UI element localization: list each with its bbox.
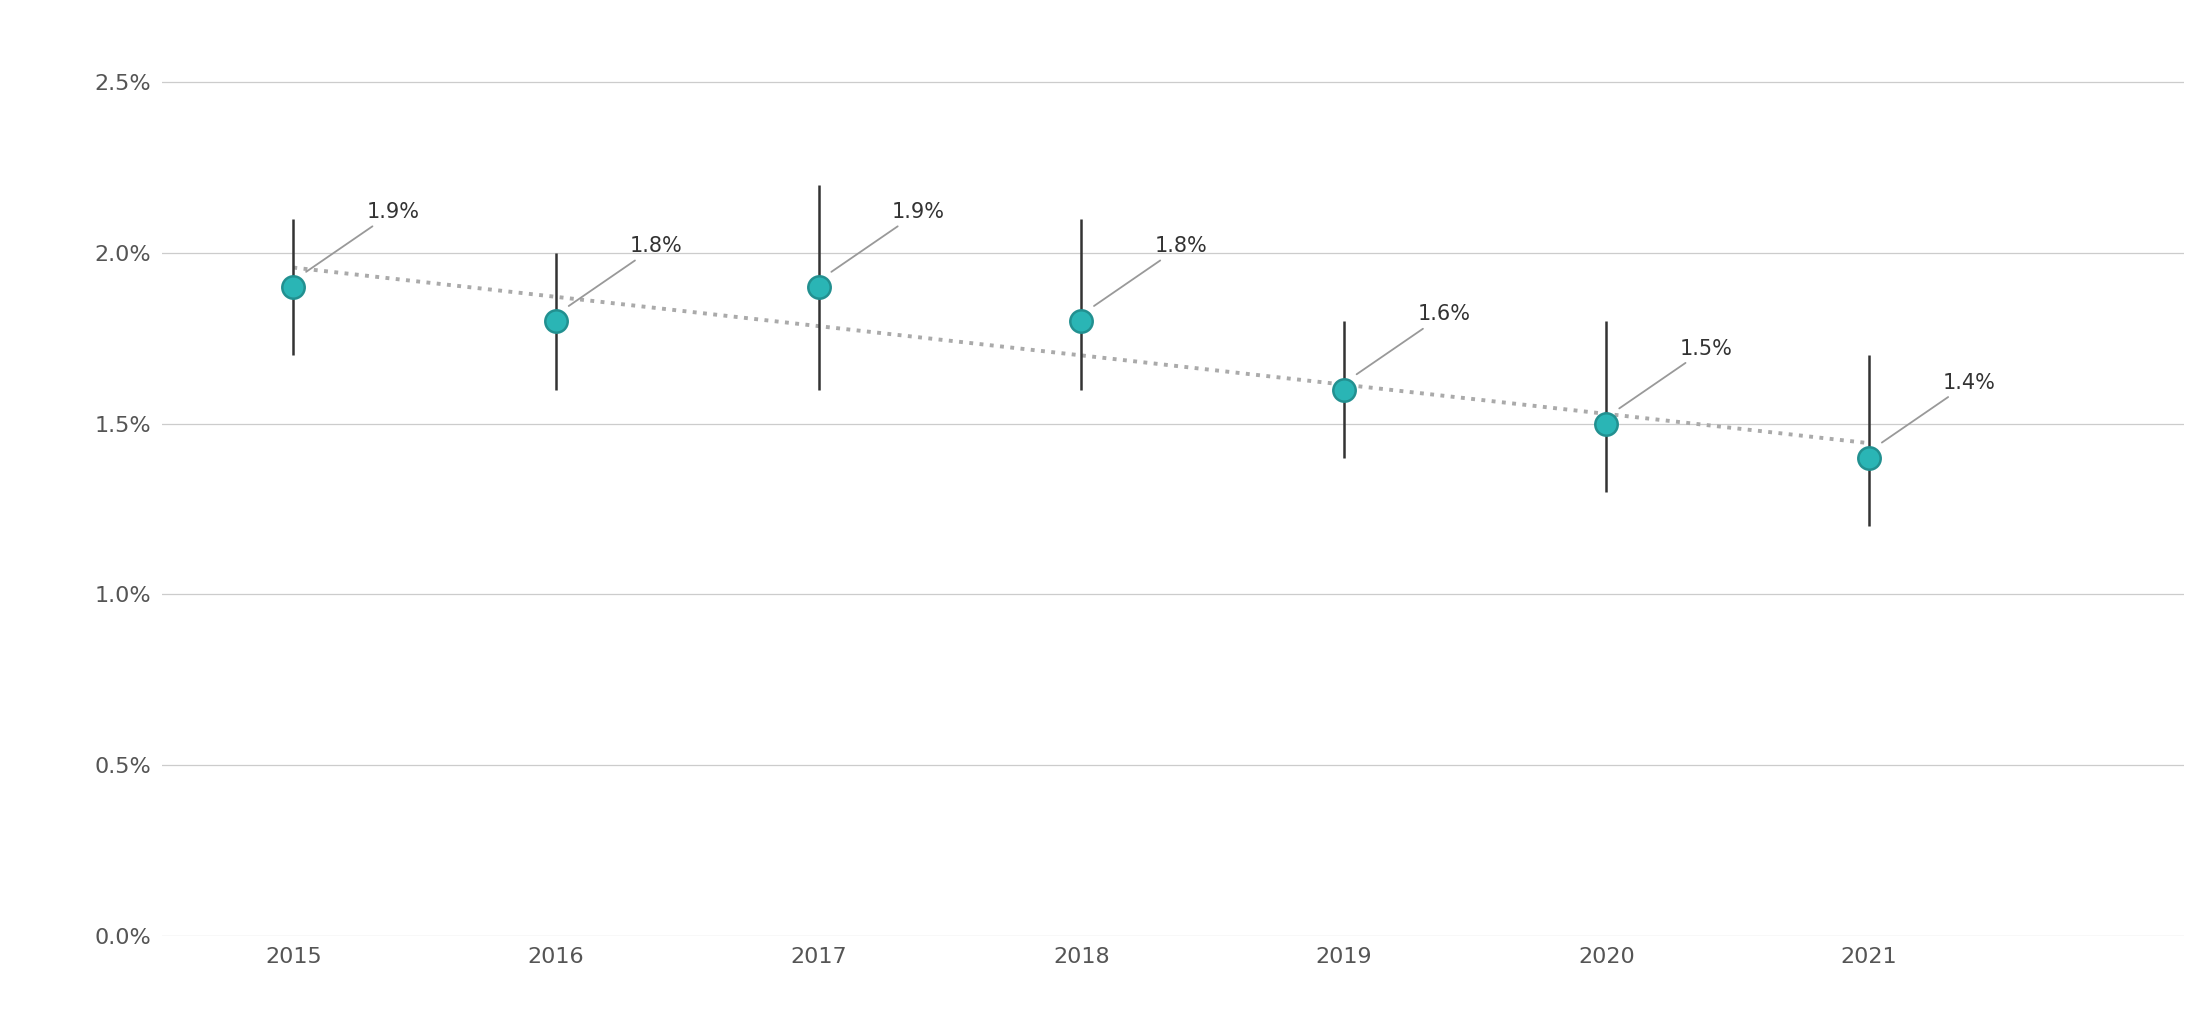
Text: 1.8%: 1.8% (568, 236, 681, 306)
Point (801, 279, 836, 295)
Text: 1.4%: 1.4% (1882, 373, 1995, 443)
Text: 1.6%: 1.6% (1356, 304, 1471, 375)
Point (276, 279, 312, 295)
Point (1327, 382, 1363, 398)
Text: 1.5%: 1.5% (1619, 339, 1732, 408)
Point (1588, 415, 1624, 431)
Point (1851, 450, 1887, 466)
Text: 1.9%: 1.9% (832, 202, 945, 272)
Text: 1.8%: 1.8% (1095, 236, 1208, 306)
Text: 1.9%: 1.9% (305, 202, 420, 272)
Point (538, 313, 573, 329)
Point (1064, 313, 1099, 329)
